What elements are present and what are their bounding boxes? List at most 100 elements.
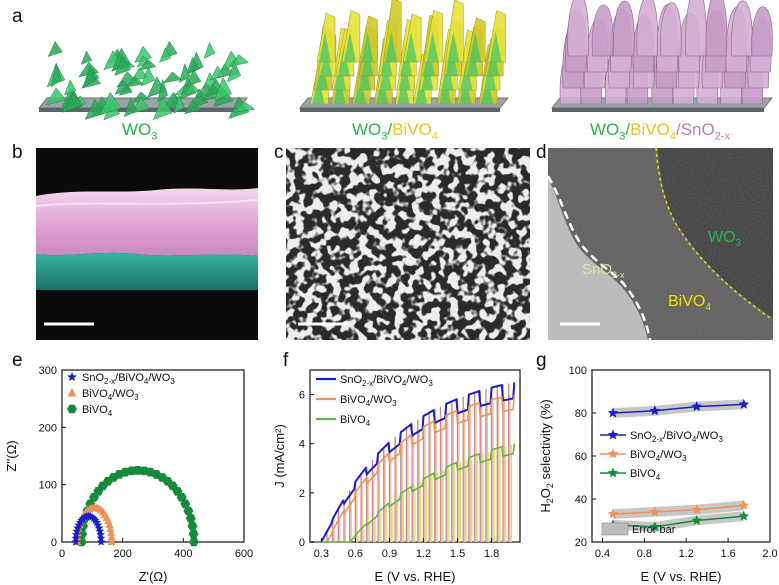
substrate-edge bbox=[552, 108, 764, 112]
series-line bbox=[310, 382, 516, 543]
legend-label: BiVO4 bbox=[82, 404, 113, 418]
wo3-flake bbox=[80, 50, 93, 65]
wo3-core bbox=[319, 32, 332, 62]
wo3-flake bbox=[178, 62, 191, 83]
wo3-flake bbox=[99, 91, 122, 116]
data-point bbox=[71, 533, 81, 542]
data-point bbox=[691, 515, 702, 525]
error-bar-label: Error bar bbox=[632, 524, 676, 536]
legend-marker bbox=[67, 404, 77, 414]
wo3-flake bbox=[203, 41, 216, 59]
chart-f-current: 0.3 0.6 0.9 1.2 1.5 1.8 0 2 4 6 SnO2-x/BiVO4/WO3 B… bbox=[272, 369, 521, 584]
data-point bbox=[607, 508, 619, 519]
caption-wo3: WO3 bbox=[122, 120, 158, 143]
x-tick-label: 1.5 bbox=[450, 548, 465, 560]
x-tick-label: 600 bbox=[235, 548, 253, 560]
wo3-flake bbox=[152, 95, 173, 121]
wo3-flake bbox=[173, 93, 185, 114]
data-point bbox=[71, 530, 81, 539]
tem-image: WO3 SnO2-x BiVO4 bbox=[546, 147, 774, 341]
substrate-edge bbox=[300, 108, 500, 112]
chart-g-error-bands bbox=[612, 399, 744, 532]
wo3-flake bbox=[213, 76, 232, 101]
data-point bbox=[691, 401, 702, 411]
wo3-flake bbox=[83, 65, 97, 88]
x-tick-label: 0.3 bbox=[314, 548, 329, 560]
label-wo3: WO3 bbox=[708, 229, 742, 249]
chart-e-nyquist: 0 200 400 600 0 100 200 300 SnO2-x/BiVO4/WO3 BiV… bbox=[4, 365, 254, 584]
y-tick-label: 2 bbox=[299, 488, 305, 500]
series-line bbox=[612, 504, 744, 515]
data-point bbox=[107, 533, 116, 541]
panel-label-c: c bbox=[274, 142, 284, 163]
sno2-coated-column bbox=[751, 6, 773, 57]
wo3-flake bbox=[140, 66, 156, 87]
wo3-flake bbox=[183, 99, 202, 115]
y-tick-label: 60 bbox=[575, 451, 587, 463]
wo3-flake bbox=[47, 40, 63, 57]
sno2-coated-column bbox=[685, 0, 707, 57]
data-point bbox=[71, 537, 80, 546]
x-tick-label: 1.2 bbox=[679, 548, 694, 560]
data-point bbox=[105, 520, 114, 528]
wo3-flake bbox=[65, 90, 83, 112]
data-point bbox=[183, 506, 194, 516]
legend-label: BiVO4/WO3 bbox=[340, 394, 397, 408]
wo3-flake bbox=[184, 82, 200, 95]
wo3-core bbox=[361, 32, 374, 62]
data-point bbox=[72, 526, 82, 535]
wo3-flake bbox=[118, 84, 133, 96]
x-tick-label: 0.9 bbox=[382, 548, 397, 560]
legend-marker bbox=[607, 429, 619, 440]
x-tick-label: 1.2 bbox=[416, 548, 431, 560]
caption-wo3-bivo4-sno2: WO3/BiVO4/SnO2-x bbox=[590, 120, 730, 143]
wo3-core bbox=[447, 32, 460, 62]
wo3-core bbox=[489, 32, 502, 62]
data-point bbox=[89, 514, 98, 523]
data-point bbox=[649, 405, 661, 416]
wo3-core bbox=[385, 32, 398, 62]
label-sno2: SnO2-x bbox=[582, 261, 625, 280]
legend-label: BiVO4 bbox=[630, 468, 661, 482]
panel-label-b: b bbox=[12, 142, 23, 163]
legend-label: SnO2-x/BiVO4/WO3 bbox=[340, 374, 433, 388]
data-point bbox=[176, 493, 187, 502]
legend-label: SnO2-x/BiVO4/WO3 bbox=[630, 430, 723, 444]
caption-wo3-bivo4: WO3/BiVO4 bbox=[352, 120, 438, 143]
x-tick-label: 0.6 bbox=[348, 548, 363, 560]
chart-e-ticks: 0 200 400 600 0 100 200 300 bbox=[39, 365, 254, 560]
y-tick-label: 80 bbox=[575, 408, 587, 420]
data-point bbox=[107, 528, 116, 537]
chart-e-frame bbox=[61, 369, 245, 543]
legend-marker bbox=[67, 372, 77, 381]
error-band bbox=[612, 500, 744, 519]
sno2-coated-column bbox=[636, 0, 659, 57]
x-tick-label: 2.0 bbox=[762, 548, 777, 560]
series-line bbox=[310, 443, 516, 543]
wo3-flake bbox=[125, 76, 144, 88]
data-point bbox=[96, 537, 106, 546]
panel-label-f: f bbox=[283, 350, 289, 371]
data-point bbox=[649, 521, 661, 532]
chart-f-lines bbox=[310, 382, 516, 543]
sem-top-view-image bbox=[286, 148, 530, 340]
chart-e-points bbox=[71, 466, 199, 547]
chart-e-ylabel: Z''(Ω) bbox=[4, 440, 19, 471]
y-tick-label: 100 bbox=[39, 480, 57, 492]
illustration-wo3 bbox=[37, 40, 256, 121]
wo3-core bbox=[343, 32, 356, 62]
chart-g-xlabel: E (V vs. RHE) bbox=[641, 569, 722, 584]
wo3-core bbox=[426, 32, 439, 62]
legend-label: BiVO4/WO3 bbox=[630, 449, 687, 463]
wo3-core bbox=[469, 32, 482, 62]
panel-label-e: e bbox=[12, 350, 23, 371]
data-point bbox=[607, 407, 619, 418]
illustration-wo3-bivo4-sno2 bbox=[550, 0, 774, 112]
wo3-flake bbox=[157, 78, 168, 103]
y-tick-label: 100 bbox=[569, 365, 587, 377]
legend-marker bbox=[607, 467, 619, 478]
data-point bbox=[185, 514, 196, 523]
data-point bbox=[649, 506, 661, 517]
x-tick-label: 0 bbox=[59, 548, 65, 560]
sno2-coated-column bbox=[613, 0, 635, 57]
